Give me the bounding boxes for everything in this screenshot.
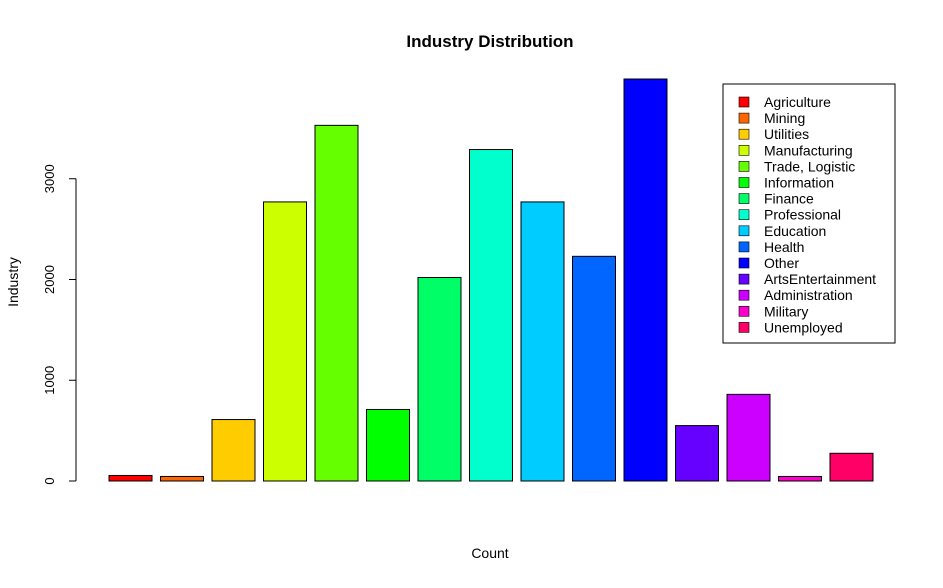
legend-label: Agriculture bbox=[764, 94, 831, 110]
legend-swatch bbox=[738, 177, 750, 188]
legend-label: ArtsEntertainment bbox=[764, 271, 876, 287]
legend-label: Utilities bbox=[764, 126, 809, 142]
bar-mining bbox=[160, 475, 204, 482]
legend-label: Finance bbox=[764, 191, 814, 207]
legend-label: Military bbox=[764, 303, 808, 319]
legend: AgricultureMiningUtilitiesManufacturingT… bbox=[722, 83, 896, 344]
bar-other bbox=[623, 78, 668, 482]
bar-professional bbox=[469, 149, 513, 482]
y-tick-label: 3000 bbox=[42, 164, 57, 193]
legend-swatch bbox=[738, 257, 750, 269]
bar-artsentertainment bbox=[675, 425, 719, 482]
legend-swatch bbox=[738, 128, 750, 140]
bar-utilities bbox=[211, 419, 256, 482]
legend-box bbox=[722, 83, 896, 344]
bar-finance bbox=[417, 276, 462, 482]
bar-administration bbox=[726, 393, 771, 482]
legend-swatch bbox=[738, 225, 750, 237]
bar-health bbox=[572, 255, 616, 482]
legend-swatch bbox=[738, 322, 750, 333]
bar-military bbox=[778, 475, 822, 482]
bar-information bbox=[366, 408, 410, 482]
y-tick-label: 1000 bbox=[42, 366, 57, 395]
legend-label: Manufacturing bbox=[764, 142, 853, 158]
legend-label: Health bbox=[764, 239, 804, 255]
bar-trade-logistic bbox=[314, 124, 359, 482]
legend-swatch bbox=[738, 305, 750, 317]
chart-title: Industry Distribution bbox=[406, 32, 573, 51]
legend-label: Administration bbox=[764, 287, 853, 303]
legend-swatch bbox=[738, 289, 750, 301]
y-axis: 0 1000 2000 3000 bbox=[42, 164, 77, 485]
legend-swatch bbox=[738, 96, 750, 108]
legend-label: Education bbox=[764, 223, 826, 239]
legend-label: Trade, Logistic bbox=[764, 158, 855, 174]
legend-swatch bbox=[738, 193, 750, 204]
legend-label: Other bbox=[764, 255, 799, 271]
x-axis-label: Count bbox=[471, 545, 508, 561]
legend-swatch bbox=[738, 209, 750, 220]
y-tick-label: 0 bbox=[42, 477, 57, 484]
bar-agriculture bbox=[108, 474, 153, 482]
legend-label: Information bbox=[764, 175, 834, 191]
legend-swatch bbox=[738, 112, 750, 124]
bar-education bbox=[520, 201, 565, 482]
bar-manufacturing bbox=[263, 201, 307, 482]
legend-label: Professional bbox=[764, 207, 841, 223]
legend-swatch bbox=[738, 145, 750, 156]
y-tick-label: 2000 bbox=[42, 265, 57, 294]
legend-swatch bbox=[738, 273, 750, 285]
legend-label: Unemployed bbox=[764, 319, 843, 335]
bars-group bbox=[108, 78, 874, 482]
y-axis-label: Industry bbox=[5, 257, 21, 307]
legend-swatch bbox=[738, 241, 750, 253]
bar-unemployed bbox=[829, 452, 874, 482]
legend-swatch bbox=[738, 161, 750, 172]
legend-label: Mining bbox=[764, 110, 805, 126]
